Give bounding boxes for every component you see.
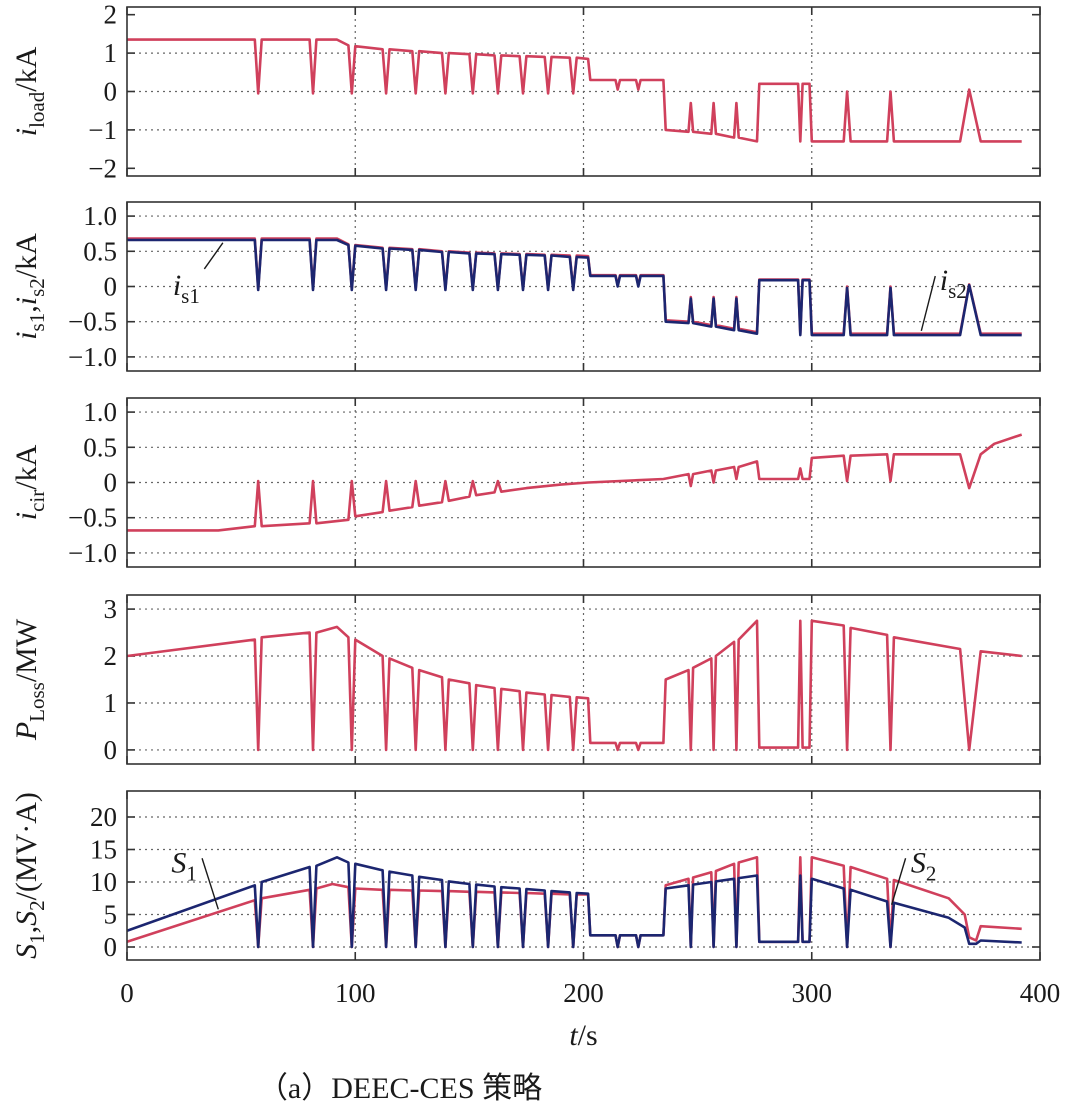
annotation-symbol: S [911,846,926,879]
annotation-symbol: i [940,264,948,297]
ylabel-s12: S1,S2/(MV·A) [10,792,49,959]
annotation-is2: is2 [940,264,967,303]
ylabel-unit: /MW [10,618,43,682]
ylabel-symbol: i [10,512,43,520]
xtick-label: 100 [335,978,376,1008]
ylabel-symbol: i [10,128,43,136]
ytick-label: −1 [88,115,117,145]
xlabel-unit: /s [578,1019,598,1052]
series-i-load [127,38,1022,143]
ylabel-symbol: i [10,331,43,339]
ytick-label: 0 [104,932,118,962]
ylabel-subscript: load [25,91,49,128]
ytick-label: 20 [90,802,117,832]
annotation-symbol: S [171,846,186,879]
ylabel-subscript-2: 2 [25,900,49,911]
ylabel-unit: /(MV·A) [10,792,43,900]
annotation-s2: S2 [911,846,937,885]
ytick-label: 2 [104,0,118,30]
ylabel-separator: , [10,926,43,934]
plots-layer: 210−1−2iload/kA1.00.50−0.5−1.0is1,is2/kA… [10,0,1060,1052]
ytick-label: 0.5 [83,432,117,462]
figure-caption: （a）DEEC-CES 策略 [258,1072,542,1105]
panel-icir: 1.0 0.5 0 −0.5 −1.0 icir/kA [10,397,1041,568]
ylabel-subscript-2: s2 [25,278,49,297]
ytick-label: 0 [104,272,118,302]
ytick-label: 0 [104,468,118,498]
ylabel-is12: is1,is2/kA [10,233,49,340]
ytick-label: −0.5 [68,307,117,337]
plot-frame [126,397,1041,568]
ylabel-unit: /kA [10,233,43,278]
ytick-label: 15 [90,835,117,865]
ylabel-iload: iload/kA [10,46,49,136]
plot-frame [126,201,1041,372]
ylabel-unit: /kA [10,46,43,91]
ytick-label: 0 [104,77,118,107]
xtick-label: 300 [792,978,833,1008]
ylabel-icir: icir/kA [10,444,49,520]
annotation-leader [203,242,224,270]
annotation-subscript: s1 [181,284,200,308]
panel-iload: 2 1 0 −1 −2 iload/kA [10,0,1041,183]
annotation-subscript: s2 [948,279,967,303]
xtick-label: 400 [1020,978,1061,1008]
annotation-leader [920,275,936,332]
ytick-label: 1 [104,38,118,68]
annotation-symbol: i [173,269,181,302]
ylabel-symbol: P [10,722,43,741]
annotation-s1: S1 [171,846,197,885]
series-p-loss [126,619,1022,752]
annotation-leader [201,858,219,910]
ylabel-subscript: Loss [25,682,49,722]
ylabel-symbol: S [10,944,43,959]
annotation-is1: is1 [173,269,200,308]
plot-frame [126,790,1041,961]
ylabel-symbol-2: i [10,297,43,305]
ylabel-symbol-2: S [10,911,43,926]
ytick-label: −1.0 [68,538,117,568]
series-i-s2 [127,238,1022,337]
ytick-label: 10 [90,867,117,897]
xtick-label: 0 [120,978,134,1008]
annotation-leader [890,858,907,905]
ylabel-unit: /kA [10,444,43,489]
ytick-label: 1.0 [83,201,117,231]
ylabel-ploss: PLoss/MW [10,618,49,741]
ytick-label: −2 [88,153,117,183]
ylabel-subscript: cir [25,490,49,512]
ylabel-subscript: s1 [25,313,49,332]
ytick-label: 0 [104,735,118,765]
series-s-2 [126,856,1022,949]
xlabel-symbol: t [569,1019,578,1052]
ytick-label: 1 [104,688,118,718]
ytick-label: 1.0 [83,397,117,427]
ytick-label: −0.5 [68,503,117,533]
plot-frame [126,594,1041,765]
ylabel-subscript: 1 [25,933,49,944]
annotation-subscript: 1 [186,861,197,885]
ylabel-separator: , [10,305,43,313]
series-i-cir [127,433,1023,532]
ytick-label: −1.0 [68,342,117,372]
ytick-label: 2 [104,641,118,671]
ytick-label: 3 [104,594,118,624]
annotation-subscript: 2 [926,861,937,885]
xlabel: t/s [569,1019,597,1052]
xtick-label: 200 [563,978,604,1008]
ytick-label: 5 [104,900,118,930]
panel-ploss: 3 2 1 0 PLoss/MW [10,594,1041,765]
ytick-label: 0.5 [83,236,117,266]
plot-frame [126,6,1041,177]
